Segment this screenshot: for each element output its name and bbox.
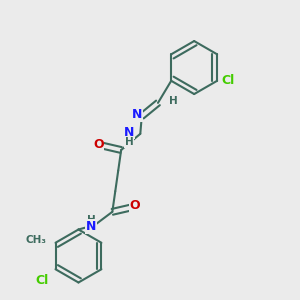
Text: H: H (87, 215, 95, 225)
Text: O: O (93, 138, 104, 151)
Text: Cl: Cl (35, 274, 48, 287)
Text: H: H (125, 137, 134, 147)
Text: N: N (86, 220, 96, 233)
Text: CH₃: CH₃ (26, 235, 47, 245)
Text: H: H (169, 96, 178, 106)
Text: N: N (124, 126, 134, 139)
Text: O: O (130, 200, 140, 212)
Text: Cl: Cl (221, 74, 235, 87)
Text: N: N (132, 108, 142, 121)
